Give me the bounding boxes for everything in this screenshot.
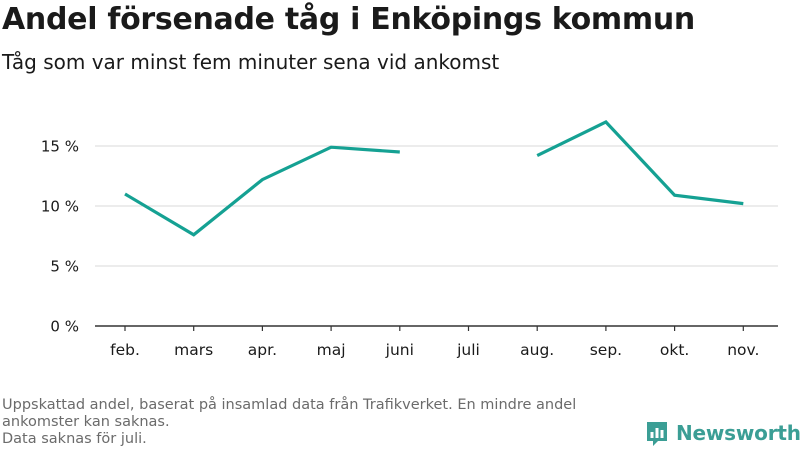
x-tick-label: feb. — [110, 341, 140, 359]
x-tick-label: maj — [317, 341, 346, 359]
y-tick-label: 15 % — [41, 138, 79, 156]
x-tick-label: juni — [385, 341, 414, 359]
brand-logo: Newsworthy — [645, 418, 800, 448]
footer-note-missing: Data saknas för juli. — [2, 431, 147, 447]
newsworthy-logo-icon — [647, 422, 667, 446]
y-tick-label: 0 % — [50, 318, 79, 336]
y-tick-label: 10 % — [41, 198, 79, 216]
y-tick-label: 5 % — [50, 258, 79, 276]
series-line — [124, 145, 400, 237]
x-tick-label: okt. — [660, 341, 689, 359]
x-tick-label: juli — [456, 341, 480, 359]
x-tick-label: aug. — [520, 341, 554, 359]
x-tick-label: nov. — [727, 341, 759, 359]
chart-subtitle: Tåg som var minst fem minuter sena vid a… — [2, 50, 500, 74]
chart-title: Andel försenade tåg i Enköpings kommun — [2, 2, 695, 37]
brand-name: Newsworthy — [676, 421, 800, 445]
series-line — [536, 120, 744, 206]
x-tick-label: mars — [174, 341, 213, 359]
footer-note-source: Uppskattad andel, baserat på insamlad da… — [2, 397, 577, 430]
x-tick-label: sep. — [590, 341, 622, 359]
x-tick-label: apr. — [248, 341, 277, 359]
chart-footer: Uppskattad andel, baserat på insamlad da… — [2, 397, 632, 448]
